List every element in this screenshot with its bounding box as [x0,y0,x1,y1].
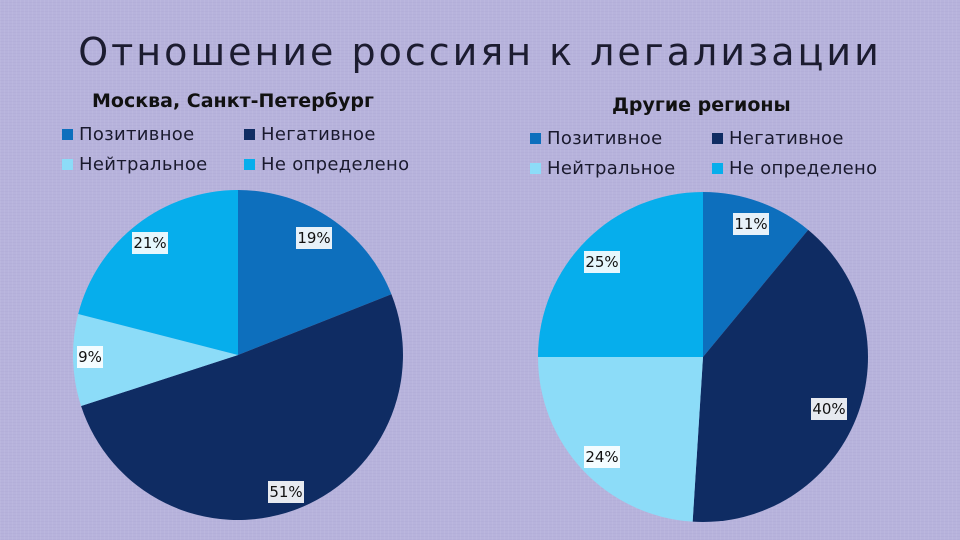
right-label-positive-box [733,213,769,235]
left-slice-undefined [78,190,238,355]
left-label-undefined-text: 21% [133,234,166,252]
left-legend-negative-swatch [244,129,255,140]
left-slice-neutral [73,313,238,406]
left-slice-positive [238,190,392,355]
right-slice-undefined [538,192,703,357]
right-label-negative-box [811,398,847,420]
right-legend-positive-label: Позитивное [547,128,663,149]
right-slice-neutral [538,357,703,522]
left-legend-negative-label: Негативное [261,124,376,145]
left-legend-positive-label: Позитивное [79,124,195,145]
right-legend-neutral-label: Нейтральное [547,158,676,179]
left-label-undefined: 21% [132,232,168,254]
right-label-negative: 40% [811,398,847,420]
right-legend-negative-swatch [712,133,723,144]
left-legend-positive-swatch [62,129,73,140]
right-chart-title: Другие регионы [612,94,791,116]
right-slice-positive [703,191,809,357]
right-label-undefined-text: 25% [585,253,618,271]
right-label-undefined: 25% [584,251,620,273]
left-chart-title: Москва, Санкт-Петербург [92,90,374,112]
left-legend-negative: Негативное [244,124,376,145]
left-legend-undefined: Не определено [244,154,409,175]
left-label-negative-box [268,481,304,503]
left-slice-negative [81,294,404,521]
left-legend-undefined-swatch [244,159,255,170]
left-legend-undefined-label: Не определено [261,154,410,175]
right-slice-negative [692,229,869,523]
left-legend-neutral-swatch [62,159,73,170]
left-legend-neutral-label: Нейтральное [79,154,208,175]
left-label-negative: 51% [268,481,304,503]
right-legend-positive: Позитивное [530,128,662,149]
main-title: Отношение россиян к легализации [78,30,882,74]
left-legend-neutral: Нейтральное [62,154,208,175]
right-legend-undefined: Не определено [712,158,877,179]
left-label-neutral-text: 9% [78,348,102,366]
right-legend-positive-swatch [530,133,541,144]
left-label-negative-text: 51% [269,483,302,501]
right-label-neutral-text: 24% [585,448,618,466]
right-label-undefined-box [584,251,620,273]
right-label-negative-text: 40% [812,400,845,418]
left-legend-positive: Позитивное [62,124,194,145]
right-label-neutral-box [584,446,620,468]
right-legend-negative-label: Негативное [729,128,844,149]
left-label-positive: 19% [296,227,332,249]
right-legend-negative: Негативное [712,128,844,149]
right-legend-neutral-swatch [530,163,541,174]
left-label-neutral-box [77,346,103,368]
right-legend-undefined-swatch [712,163,723,174]
right-label-neutral: 24% [584,446,620,468]
left-label-undefined-box [132,232,168,254]
right-label-positive: 11% [733,213,769,235]
left-label-positive-box [296,227,332,249]
right-label-positive-text: 11% [734,215,767,233]
left-label-neutral: 9% [77,346,103,368]
left-label-positive-text: 19% [297,229,330,247]
right-legend-neutral: Нейтральное [530,158,676,179]
right-legend-undefined-label: Не определено [729,158,878,179]
